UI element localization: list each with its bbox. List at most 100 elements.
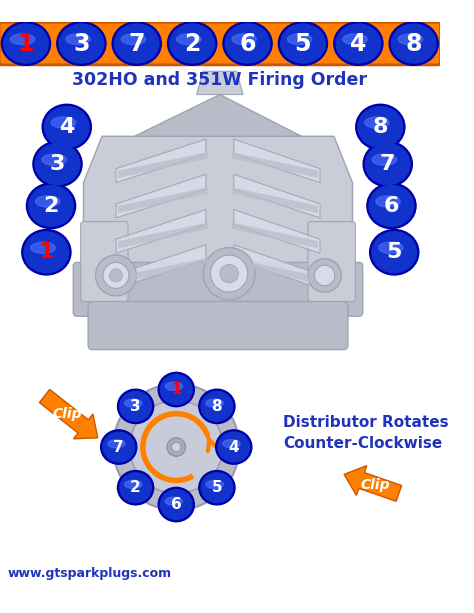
Circle shape [210,255,248,292]
Circle shape [169,506,183,521]
Ellipse shape [112,21,161,66]
Ellipse shape [201,392,233,421]
Ellipse shape [278,21,328,66]
Ellipse shape [232,34,256,45]
FancyBboxPatch shape [73,262,363,316]
Ellipse shape [201,473,233,503]
Ellipse shape [158,372,194,406]
Ellipse shape [161,375,192,405]
Text: Clip: Clip [53,407,82,421]
Ellipse shape [218,432,249,462]
Ellipse shape [199,471,235,505]
Polygon shape [118,152,208,178]
Polygon shape [116,210,206,253]
Text: 3: 3 [130,399,141,414]
Polygon shape [232,258,318,284]
Ellipse shape [334,21,383,66]
Ellipse shape [379,242,403,253]
Ellipse shape [66,34,90,45]
Ellipse shape [4,24,48,63]
Text: www.gtsparkplugs.com: www.gtsparkplugs.com [8,566,172,580]
Text: Distributor Rotates
Counter-Clockwise: Distributor Rotates Counter-Clockwise [283,415,448,451]
Ellipse shape [199,389,235,424]
Ellipse shape [223,21,272,66]
Text: 6: 6 [239,31,256,56]
Ellipse shape [158,487,194,522]
Text: 7: 7 [128,31,145,56]
Ellipse shape [389,21,438,66]
Ellipse shape [365,117,389,128]
Circle shape [102,440,117,454]
FancyArrow shape [344,466,401,501]
Polygon shape [232,152,318,178]
Ellipse shape [165,497,182,505]
Text: 7: 7 [113,440,124,454]
Text: 3: 3 [73,31,90,56]
Ellipse shape [59,24,104,63]
Ellipse shape [177,34,201,45]
Ellipse shape [100,430,137,464]
Ellipse shape [376,196,401,207]
Ellipse shape [372,154,397,166]
Polygon shape [116,139,206,183]
Text: 2: 2 [130,480,141,495]
Text: 6: 6 [171,497,182,512]
Ellipse shape [57,21,106,66]
Ellipse shape [161,490,192,519]
FancyBboxPatch shape [0,22,441,65]
Ellipse shape [31,242,55,253]
Text: 1: 1 [171,382,182,397]
Ellipse shape [42,154,66,166]
Polygon shape [116,174,206,218]
Text: 5: 5 [295,31,311,56]
Ellipse shape [108,440,125,448]
Ellipse shape [281,24,325,63]
Circle shape [314,265,335,286]
Circle shape [96,255,137,296]
Ellipse shape [118,471,154,505]
Polygon shape [83,136,353,308]
Polygon shape [197,71,243,94]
Ellipse shape [369,186,414,226]
Ellipse shape [51,117,76,128]
Circle shape [109,269,122,282]
Ellipse shape [24,232,69,273]
Text: 5: 5 [387,242,402,262]
Circle shape [122,487,137,501]
Circle shape [203,248,255,300]
Ellipse shape [120,473,151,503]
Polygon shape [118,258,208,284]
Ellipse shape [118,389,154,424]
Ellipse shape [165,382,182,390]
Ellipse shape [10,34,35,45]
Circle shape [308,259,341,292]
Ellipse shape [121,34,146,45]
Text: 8: 8 [373,117,388,137]
Circle shape [172,443,181,452]
Polygon shape [234,139,320,183]
Ellipse shape [206,481,223,489]
Ellipse shape [356,104,405,150]
Ellipse shape [168,21,217,66]
Circle shape [236,440,250,454]
Polygon shape [118,223,208,248]
Text: 8: 8 [405,31,422,56]
Text: 7: 7 [380,154,395,174]
Text: 302HO and 351W Firing Order: 302HO and 351W Firing Order [73,70,367,89]
Ellipse shape [125,399,142,407]
Ellipse shape [392,24,436,63]
Ellipse shape [45,107,89,147]
Text: 4: 4 [59,117,74,137]
FancyBboxPatch shape [88,302,348,349]
Ellipse shape [1,21,51,66]
Circle shape [216,487,231,501]
Ellipse shape [225,24,270,63]
Circle shape [169,373,183,387]
Circle shape [216,392,231,407]
Ellipse shape [33,142,82,187]
Ellipse shape [398,34,423,45]
Ellipse shape [22,229,71,275]
Text: 2: 2 [43,196,59,216]
FancyBboxPatch shape [81,222,128,302]
Ellipse shape [115,24,159,63]
